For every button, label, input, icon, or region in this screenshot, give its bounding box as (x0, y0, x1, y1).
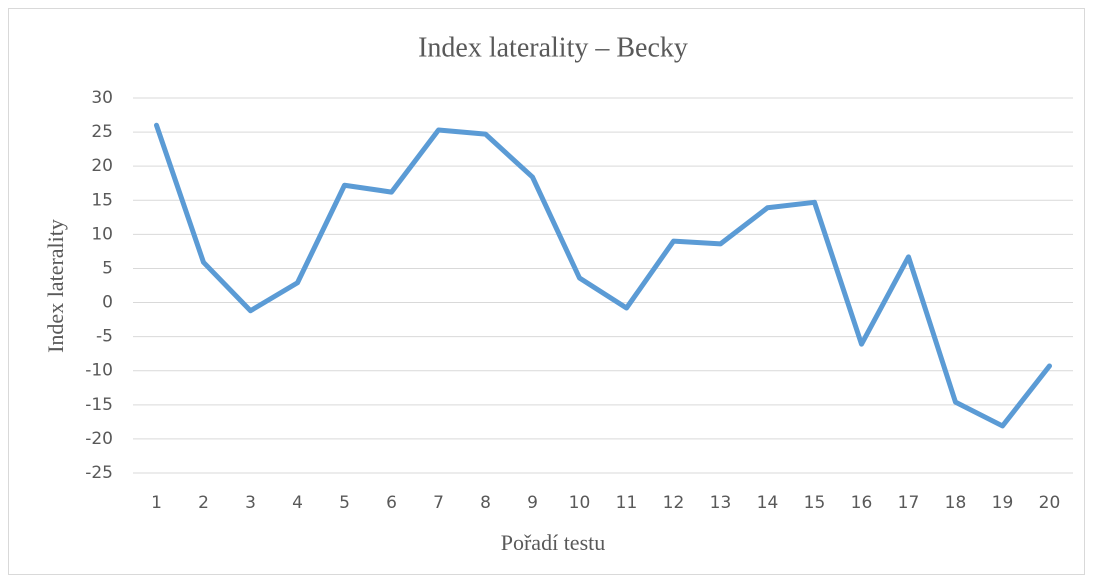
x-tick-label: 7 (433, 493, 444, 513)
y-tick-label: -20 (85, 429, 113, 449)
y-tick-label: -5 (96, 327, 113, 347)
x-tick-label: 6 (386, 493, 397, 513)
x-tick-label: 8 (480, 493, 491, 513)
x-tick-label: 16 (851, 493, 873, 513)
x-tick-label: 20 (1039, 493, 1061, 513)
x-axis-title: Pořadí testu (501, 530, 606, 555)
x-tick-label: 15 (804, 493, 826, 513)
y-tick-label: 0 (102, 293, 113, 313)
x-tick-label: 5 (339, 493, 350, 513)
y-tick-label: 20 (91, 156, 113, 176)
x-tick-label: 12 (663, 493, 685, 513)
y-tick-label: 5 (102, 258, 113, 278)
x-tick-label: 3 (245, 493, 256, 513)
y-tick-label: 15 (91, 190, 113, 210)
x-tick-label: 19 (992, 493, 1014, 513)
x-tick-label: 18 (945, 493, 967, 513)
y-tick-label: 30 (91, 88, 113, 108)
y-tick-label: 10 (91, 224, 113, 244)
chart-frame (8, 8, 1085, 575)
y-tick-label: -10 (85, 361, 113, 381)
x-tick-label: 17 (898, 493, 920, 513)
chart-title: Index laterality – Becky (418, 32, 688, 63)
x-tick-label: 14 (757, 493, 779, 513)
y-tick-label: 25 (91, 122, 113, 142)
y-axis-title: Index laterality (43, 219, 68, 353)
x-tick-label: 1 (151, 493, 162, 513)
x-tick-label: 13 (710, 493, 732, 513)
x-tick-label: 10 (569, 493, 591, 513)
data-line (154, 122, 1052, 429)
y-tick-label: -25 (85, 463, 113, 483)
x-tick-label: 4 (292, 493, 303, 513)
y-tick-label: -15 (85, 395, 113, 415)
x-tick-label: 2 (198, 493, 209, 513)
x-tick-label: 11 (616, 493, 638, 513)
x-tick-label: 9 (527, 493, 538, 513)
